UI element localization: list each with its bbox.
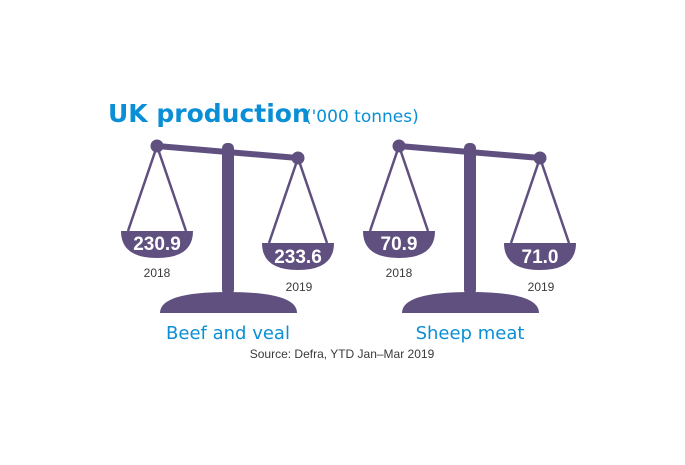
scale-pole bbox=[464, 143, 476, 295]
year-2019: 2019 bbox=[528, 280, 555, 294]
source-note: Source: Defra, YTD Jan–Mar 2019 bbox=[250, 347, 435, 361]
value-2019: 233.6 bbox=[274, 247, 322, 268]
chart-unit: ('000 tonnes) bbox=[305, 107, 419, 127]
chart-title: UK production bbox=[108, 99, 310, 128]
year-2018: 2018 bbox=[386, 266, 413, 280]
strings-right bbox=[267, 154, 329, 244]
strings-left bbox=[126, 142, 188, 232]
scale-base bbox=[160, 292, 297, 313]
value-2018: 70.9 bbox=[381, 234, 418, 255]
pan-2019 bbox=[262, 243, 334, 270]
strings-left bbox=[368, 142, 430, 232]
value-2019: 71.0 bbox=[522, 247, 559, 268]
scale-beam bbox=[156, 143, 299, 161]
category-label: Beef and veal bbox=[166, 323, 290, 344]
value-2018: 230.9 bbox=[133, 234, 181, 255]
category-label: Sheep meat bbox=[416, 323, 525, 344]
scale-sheep: 70.9 71.0 2018 2019 Sheep meat bbox=[363, 139, 576, 344]
scale-base bbox=[402, 292, 539, 313]
pan-2019 bbox=[504, 243, 576, 270]
year-2018: 2018 bbox=[144, 266, 171, 280]
scale-beam bbox=[398, 143, 541, 161]
year-2019: 2019 bbox=[286, 280, 313, 294]
pan-2018 bbox=[363, 231, 435, 258]
scale-pole bbox=[222, 143, 234, 295]
strings-right bbox=[509, 154, 571, 244]
scale-beef: 230.9 233.6 2018 2019 Beef and veal bbox=[121, 139, 334, 344]
pan-2018 bbox=[121, 231, 193, 258]
